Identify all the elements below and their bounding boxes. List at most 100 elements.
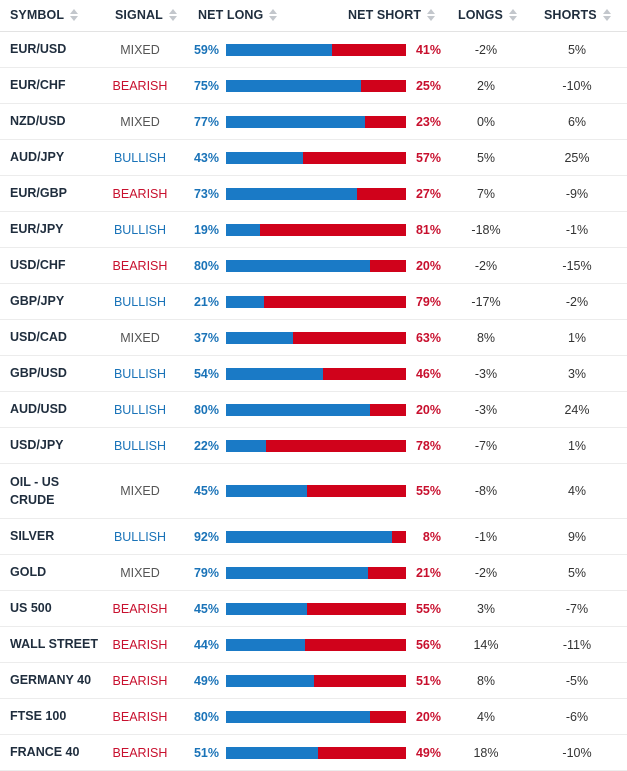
- sort-icon[interactable]: [602, 9, 611, 21]
- header-signal[interactable]: SIGNAL: [115, 0, 177, 30]
- longs-change-cell: 8%: [476, 673, 496, 688]
- net-short-cell: 81%: [415, 222, 441, 237]
- table-row[interactable]: SILVER BULLISH 92% 8% -1% 9%: [0, 519, 627, 555]
- symbol-cell[interactable]: USD/JPY: [10, 438, 64, 453]
- net-long-bar: [226, 602, 307, 615]
- net-short-cell: 46%: [415, 366, 441, 381]
- symbol-cell[interactable]: EUR/CHF: [10, 78, 66, 93]
- sort-icon[interactable]: [70, 9, 79, 21]
- sentiment-bar: [226, 367, 406, 380]
- sort-icon[interactable]: [269, 9, 278, 21]
- table-row[interactable]: GERMANY 40 BEARISH 49% 51% 8% -5%: [0, 663, 627, 699]
- symbol-cell[interactable]: OIL - US CRUDE: [10, 474, 60, 507]
- sentiment-bar: [226, 530, 406, 543]
- header-symbol[interactable]: SYMBOL: [10, 0, 79, 30]
- shorts-change-cell: 5%: [567, 565, 587, 580]
- table-row[interactable]: EUR/GBP BEARISH 73% 27% 7% -9%: [0, 176, 627, 212]
- table-row[interactable]: USD/JPY BULLISH 22% 78% -7% 1%: [0, 428, 627, 464]
- shorts-change-cell: 1%: [567, 330, 587, 345]
- net-long-bar: [226, 79, 361, 92]
- symbol-cell[interactable]: EUR/GBP: [10, 186, 67, 201]
- longs-change-cell: 7%: [476, 186, 496, 201]
- net-long-cell: 75%: [193, 78, 219, 93]
- symbol-cell[interactable]: EUR/USD: [10, 42, 67, 57]
- net-long-bar: [226, 259, 370, 272]
- symbol-cell[interactable]: USD/CHF: [10, 258, 66, 273]
- shorts-change-cell: -15%: [562, 258, 592, 273]
- signal-cell: BULLISH: [113, 529, 167, 544]
- symbol-cell[interactable]: GERMANY 40: [10, 673, 92, 688]
- table-row[interactable]: GBP/JPY BULLISH 21% 79% -17% -2%: [0, 284, 627, 320]
- symbol-cell[interactable]: GOLD: [10, 565, 47, 580]
- symbol-cell[interactable]: FRANCE 40: [10, 745, 80, 760]
- symbol-cell[interactable]: AUD/USD: [10, 402, 67, 417]
- symbol-cell[interactable]: SILVER: [10, 529, 55, 544]
- net-short-bar: [368, 566, 406, 579]
- longs-change-cell: -7%: [474, 438, 498, 453]
- net-short-cell: 79%: [415, 294, 441, 309]
- sort-icon[interactable]: [427, 9, 436, 21]
- table-row[interactable]: OIL - US CRUDE MIXED 45% 55% -8% 4%: [0, 464, 627, 519]
- symbol-cell[interactable]: GBP/USD: [10, 366, 67, 381]
- header-longs[interactable]: LONGS: [458, 0, 517, 30]
- sentiment-bar: [226, 331, 406, 344]
- net-long-cell: 77%: [193, 114, 219, 129]
- net-short-bar: [263, 295, 406, 308]
- symbol-cell[interactable]: FTSE 100: [10, 709, 67, 724]
- header-longs-label: LONGS: [458, 8, 503, 22]
- sentiment-bar: [226, 223, 406, 236]
- net-long-bar: [226, 403, 370, 416]
- net-long-bar: [226, 530, 392, 543]
- longs-change-cell: -8%: [474, 484, 498, 498]
- table-row[interactable]: USD/CHF BEARISH 80% 20% -2% -15%: [0, 248, 627, 284]
- table-row[interactable]: FRANCE 40 BEARISH 51% 49% 18% -10%: [0, 735, 627, 771]
- net-short-bar: [391, 530, 406, 543]
- shorts-change-cell: -5%: [565, 673, 589, 688]
- table-row[interactable]: FTSE 100 BEARISH 80% 20% 4% -6%: [0, 699, 627, 735]
- table-body: EUR/USD MIXED 59% 41% -2% 5% EUR/CHF BEARISH 75%…: [0, 32, 627, 771]
- table-row[interactable]: EUR/JPY BULLISH 19% 81% -18% -1%: [0, 212, 627, 248]
- symbol-cell[interactable]: AUD/JPY: [10, 150, 65, 165]
- net-long-cell: 80%: [193, 709, 219, 724]
- sentiment-bar: [226, 439, 406, 452]
- longs-change-cell: -1%: [474, 529, 498, 544]
- table-row[interactable]: AUD/JPY BULLISH 43% 57% 5% 25%: [0, 140, 627, 176]
- table-row[interactable]: GBP/USD BULLISH 54% 46% -3% 3%: [0, 356, 627, 392]
- longs-change-cell: -2%: [474, 42, 498, 57]
- net-short-cell: 78%: [415, 438, 441, 453]
- net-long-cell: 80%: [193, 258, 219, 273]
- table-row[interactable]: USD/CAD MIXED 37% 63% 8% 1%: [0, 320, 627, 356]
- net-long-cell: 45%: [193, 484, 219, 498]
- symbol-cell[interactable]: GBP/JPY: [10, 294, 65, 309]
- longs-change-cell: 3%: [476, 601, 496, 616]
- signal-cell: BULLISH: [113, 438, 167, 453]
- net-long-cell: 19%: [193, 222, 219, 237]
- symbol-cell[interactable]: EUR/JPY: [10, 222, 64, 237]
- symbol-cell[interactable]: NZD/USD: [10, 114, 66, 129]
- sort-icon[interactable]: [168, 9, 177, 21]
- header-shorts[interactable]: SHORTS: [544, 0, 611, 30]
- sort-icon[interactable]: [508, 9, 517, 21]
- symbol-cell[interactable]: US 500: [10, 601, 52, 616]
- header-net-short[interactable]: NET SHORT: [348, 0, 436, 30]
- net-short-bar: [361, 79, 406, 92]
- longs-change-cell: 4%: [476, 709, 496, 724]
- net-long-bar: [226, 439, 266, 452]
- table-row[interactable]: NZD/USD MIXED 77% 23% 0% 6%: [0, 104, 627, 140]
- signal-cell: BEARISH: [112, 601, 168, 616]
- net-short-bar: [332, 43, 406, 56]
- net-short-cell: 20%: [415, 258, 441, 273]
- table-row[interactable]: EUR/USD MIXED 59% 41% -2% 5%: [0, 32, 627, 68]
- table-row[interactable]: US 500 BEARISH 45% 55% 3% -7%: [0, 591, 627, 627]
- table-row[interactable]: AUD/USD BULLISH 80% 20% -3% 24%: [0, 392, 627, 428]
- header-net-long[interactable]: NET LONG: [198, 0, 278, 30]
- symbol-cell[interactable]: WALL STREET: [10, 637, 98, 652]
- sentiment-bar: [226, 674, 406, 687]
- longs-change-cell: -18%: [471, 222, 501, 237]
- shorts-change-cell: -2%: [565, 294, 589, 309]
- shorts-change-cell: -6%: [565, 709, 589, 724]
- table-row[interactable]: WALL STREET BEARISH 44% 56% 14% -11%: [0, 627, 627, 663]
- table-row[interactable]: GOLD MIXED 79% 21% -2% 5%: [0, 555, 627, 591]
- table-row[interactable]: EUR/CHF BEARISH 75% 25% 2% -10%: [0, 68, 627, 104]
- symbol-cell[interactable]: USD/CAD: [10, 330, 67, 345]
